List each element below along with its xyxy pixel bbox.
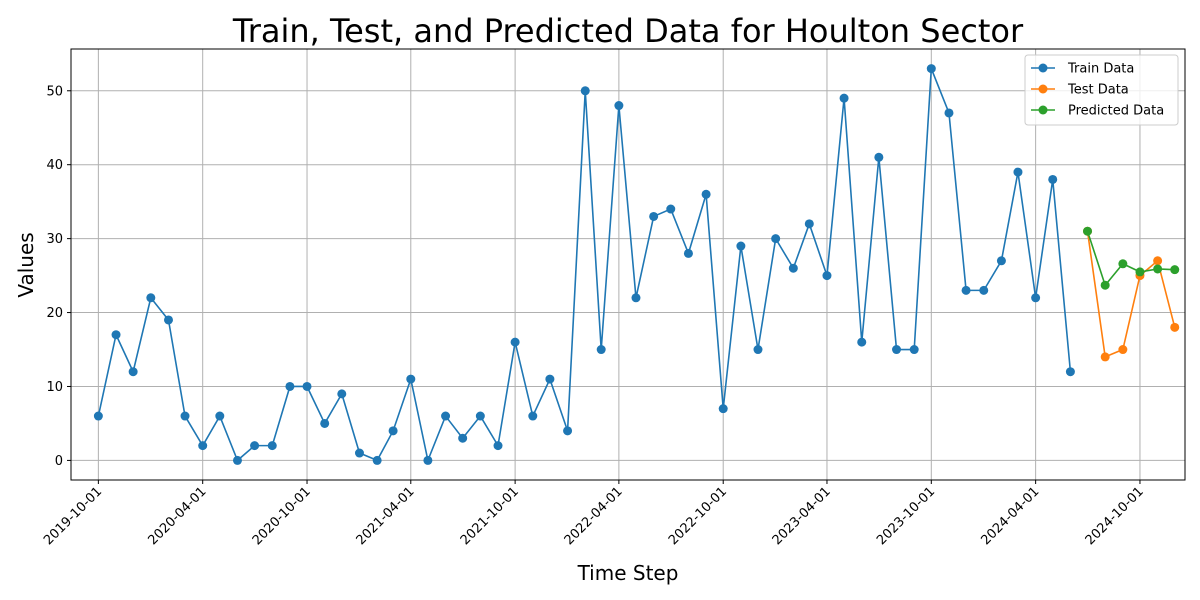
data-point: [198, 441, 208, 451]
plot-area-frame: [70, 48, 1186, 481]
data-point: [804, 219, 814, 229]
data-point: [701, 189, 711, 199]
data-point: [1048, 174, 1058, 184]
y-tick-label: 30: [46, 232, 63, 247]
data-point: [1135, 267, 1145, 277]
data-point: [1118, 345, 1128, 355]
legend-marker: [1038, 105, 1048, 115]
data-point: [614, 101, 624, 111]
y-tick-label: 10: [46, 380, 63, 395]
data-point: [1083, 226, 1093, 236]
data-point: [718, 404, 728, 414]
grid-lines: [71, 49, 1185, 480]
data-point: [736, 241, 746, 251]
data-point: [771, 234, 781, 244]
legend-marker: [1038, 84, 1048, 94]
data-point: [215, 411, 225, 421]
y-axis-label: Values: [14, 232, 38, 297]
data-point: [753, 345, 763, 355]
data-point: [944, 108, 954, 118]
data-point: [128, 367, 138, 377]
data-point: [180, 411, 190, 421]
data-point: [961, 285, 971, 295]
data-point: [1031, 293, 1041, 303]
y-axis-ticks: 0 10 20 30 40 50: [46, 84, 71, 469]
data-point: [788, 263, 798, 273]
data-point: [857, 337, 867, 347]
legend-item: Predicted Data: [1031, 104, 1164, 119]
legend-frame: [1024, 54, 1179, 126]
data-point: [146, 293, 156, 303]
y-tick-label: 40: [46, 158, 63, 173]
series-train-data: [93, 64, 1075, 465]
data-point: [666, 204, 676, 214]
data-point: [1013, 167, 1023, 177]
data-point: [996, 256, 1006, 266]
data-point: [267, 441, 277, 451]
data-point: [563, 426, 573, 436]
data-point: [320, 418, 330, 428]
legend-item: Test Data: [1031, 83, 1129, 98]
data-point: [354, 448, 364, 458]
y-tick-label: 50: [46, 84, 63, 99]
legend-label: Train Data: [1067, 62, 1134, 77]
data-point: [337, 389, 347, 399]
data-point: [232, 455, 242, 465]
data-point: [649, 211, 659, 221]
data-point: [423, 455, 433, 465]
chart-title: Train, Test, and Predicted Data for Houl…: [232, 12, 1024, 50]
data-point: [683, 248, 693, 258]
series-predicted-data: [1083, 226, 1180, 290]
data-point: [1170, 265, 1180, 275]
data-point: [372, 455, 382, 465]
x-axis-label: Time Step: [577, 561, 679, 585]
data-point: [1100, 352, 1110, 362]
data-point: [475, 411, 485, 421]
data-point: [631, 293, 641, 303]
data-point: [1170, 322, 1180, 332]
data-point: [839, 93, 849, 103]
data-point: [909, 345, 919, 355]
data-point: [822, 271, 832, 281]
data-point: [388, 426, 398, 436]
legend-label: Test Data: [1067, 83, 1129, 98]
data-point: [1153, 264, 1163, 274]
data-point: [406, 374, 416, 384]
data-point: [528, 411, 538, 421]
data-point: [926, 64, 936, 74]
data-point: [1153, 256, 1163, 266]
data-point: [1100, 280, 1110, 290]
data-point: [302, 381, 312, 391]
data-point: [545, 374, 555, 384]
legend-marker: [1038, 63, 1048, 73]
data-point: [458, 433, 468, 443]
data-point: [1065, 367, 1075, 377]
y-tick-label: 0: [55, 454, 63, 469]
y-tick-label: 20: [46, 306, 63, 321]
data-point: [285, 381, 295, 391]
data-point: [510, 337, 520, 347]
data-point: [874, 152, 884, 162]
data-point: [250, 441, 260, 451]
data-point: [493, 441, 503, 451]
data-point: [111, 330, 121, 340]
data-point: [93, 411, 103, 421]
data-point: [892, 345, 902, 355]
data-point: [979, 285, 989, 295]
legend: Train Data Test Data Predicted Data: [1024, 54, 1179, 126]
data-point: [596, 345, 606, 355]
data-point: [1118, 259, 1128, 269]
legend-label: Predicted Data: [1068, 104, 1164, 119]
legend-item: Train Data: [1031, 62, 1134, 77]
series-layer: [93, 64, 1180, 465]
data-point: [441, 411, 451, 421]
data-point: [580, 86, 590, 96]
data-point: [163, 315, 173, 325]
